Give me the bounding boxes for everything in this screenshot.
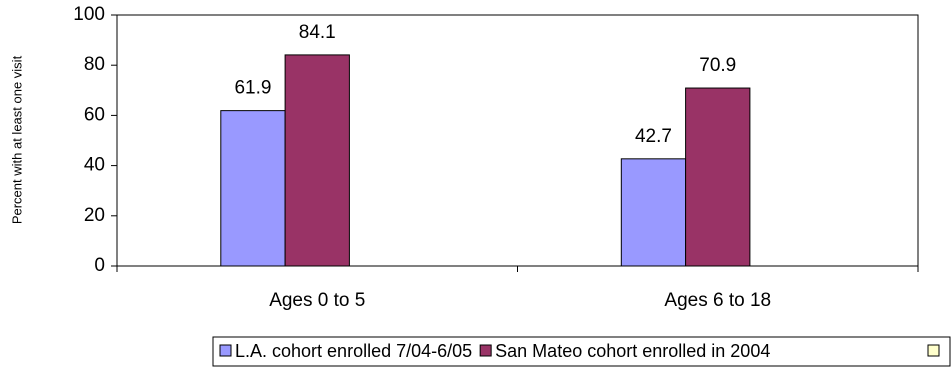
bar [284,54,350,267]
y-axis-title: Percent with at least one visit [9,55,24,224]
bar [220,110,286,267]
y-tick-label: 100 [73,4,105,25]
legend-label: San Mateo cohort enrolled in 2004 [495,341,770,361]
legend-box [212,336,951,367]
x-tick-label: Ages 0 to 5 [269,290,365,311]
legend-swatch [479,344,492,357]
x-tick-label: Ages 6 to 18 [664,290,771,311]
legend-label: L.A. cohort enrolled 7/04-6/05 [235,341,472,361]
y-tick-label: 40 [84,155,105,176]
bar [620,158,687,267]
value-label: 42.7 [635,126,672,147]
value-label: 70.9 [699,55,736,76]
legend-swatch [219,344,232,357]
bar [685,87,751,267]
y-tick-label: 80 [84,54,105,75]
y-tick-label: 60 [84,104,105,125]
y-tick-label: 0 [94,255,105,276]
value-label: 61.9 [234,78,271,99]
y-tick-label: 20 [84,205,105,226]
value-label: 84.1 [299,22,336,43]
legend-swatch [927,344,940,357]
